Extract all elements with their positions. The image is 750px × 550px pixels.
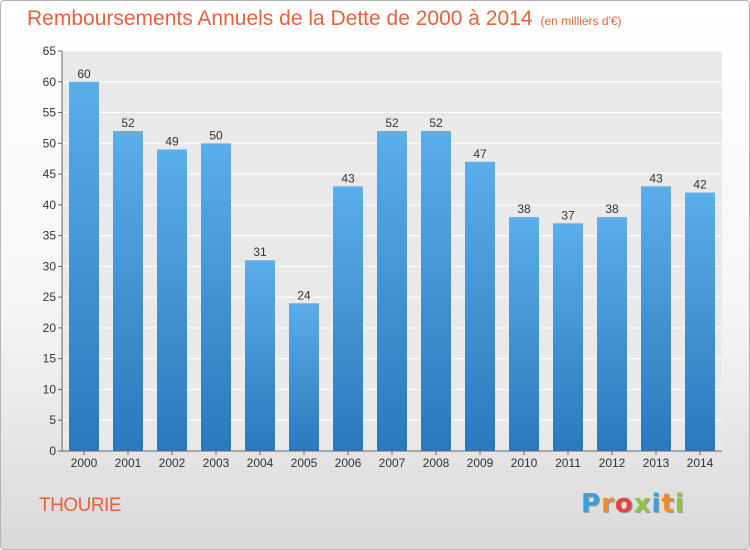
x-tick-label: 2011 bbox=[555, 456, 581, 470]
y-tick-label: 60 bbox=[43, 75, 57, 89]
bar-value-label: 60 bbox=[77, 67, 91, 81]
x-tick-label: 2000 bbox=[71, 456, 98, 470]
x-tick-label: 2012 bbox=[599, 456, 626, 470]
bar bbox=[201, 143, 231, 452]
bar-value-label: 38 bbox=[517, 202, 531, 216]
x-tick-label: 2008 bbox=[423, 456, 450, 470]
bar bbox=[157, 149, 187, 451]
bar-value-label: 52 bbox=[429, 116, 443, 130]
bar-value-label: 52 bbox=[385, 116, 399, 130]
logo-letter: t bbox=[661, 489, 675, 519]
y-tick-label: 15 bbox=[43, 352, 57, 366]
x-tick-label: 2009 bbox=[467, 456, 494, 470]
bar-value-label: 24 bbox=[297, 288, 311, 302]
logo-letter: i bbox=[651, 489, 662, 519]
x-tick-label: 2013 bbox=[643, 456, 670, 470]
chart-title-unit: (en milliers d'€) bbox=[540, 14, 622, 28]
y-tick-label: 20 bbox=[43, 321, 57, 335]
y-axis: 0 5 10 15 20 25 30 35 40 45 50 55 60 65 bbox=[43, 44, 63, 458]
x-tick-label: 2005 bbox=[291, 456, 318, 470]
logo-letter: i bbox=[674, 489, 685, 519]
y-tick-label: 45 bbox=[43, 167, 57, 181]
x-tick-label: 2010 bbox=[511, 456, 538, 470]
x-tick-label: 2007 bbox=[379, 456, 406, 470]
bar bbox=[553, 223, 583, 451]
x-tick-label: 2006 bbox=[335, 456, 362, 470]
logo-letter: o bbox=[614, 489, 634, 519]
logo-letter: r bbox=[601, 489, 615, 519]
bar bbox=[333, 186, 363, 451]
y-tick-label: 50 bbox=[43, 136, 57, 150]
chart-title: Remboursements Annuels de la Dette de 20… bbox=[27, 7, 622, 31]
city-name: THOURIE bbox=[39, 495, 122, 516]
bar-value-label: 43 bbox=[649, 171, 663, 185]
x-axis: 2000 2001 2002 2003 2004 2005 2006 2007 2008 2009… bbox=[62, 450, 722, 470]
bar-value-label: 38 bbox=[605, 202, 619, 216]
y-tick-label: 55 bbox=[43, 106, 57, 120]
bar bbox=[289, 303, 319, 451]
chart-title-main: Remboursements Annuels de la Dette de 20… bbox=[27, 7, 533, 30]
y-tick-label: 35 bbox=[43, 229, 57, 243]
y-tick-label: 5 bbox=[49, 413, 56, 427]
bar bbox=[69, 81, 99, 452]
logo-letter: P bbox=[581, 489, 602, 519]
bar-value-label: 52 bbox=[121, 116, 135, 130]
x-tick-label: 2002 bbox=[159, 456, 186, 470]
bar-value-label: 43 bbox=[341, 171, 355, 185]
bar-value-label: 50 bbox=[209, 128, 223, 142]
bar bbox=[113, 131, 143, 451]
logo-letter: x bbox=[633, 489, 652, 519]
x-tick-label: 2001 bbox=[115, 456, 142, 470]
y-tick-label: 25 bbox=[43, 290, 57, 304]
bar bbox=[465, 161, 495, 451]
bar bbox=[245, 260, 275, 451]
bar-value-label: 37 bbox=[561, 208, 575, 222]
x-tick-label: 2014 bbox=[687, 456, 714, 470]
y-tick-label: 40 bbox=[43, 198, 57, 212]
y-tick-label: 65 bbox=[43, 44, 57, 58]
bar bbox=[377, 131, 407, 451]
y-tick-label: 30 bbox=[43, 259, 57, 273]
bar-value-label: 42 bbox=[693, 178, 707, 192]
bar bbox=[597, 217, 627, 451]
x-tick-label: 2004 bbox=[247, 456, 274, 470]
bar-value-label: 31 bbox=[253, 245, 267, 259]
y-tick-label: 0 bbox=[49, 444, 56, 458]
bar bbox=[509, 217, 539, 451]
x-tick-label: 2003 bbox=[203, 456, 230, 470]
y-tick-label: 10 bbox=[43, 382, 57, 396]
bars: 60 52 49 50 31 24 43 52 52 47 38 37 38 43 42 bbox=[69, 67, 715, 452]
bar bbox=[641, 186, 671, 451]
bar bbox=[685, 192, 715, 452]
bar-value-label: 47 bbox=[473, 147, 487, 161]
bar-value-label: 49 bbox=[165, 134, 179, 148]
proxiti-logo[interactable]: Proxiti bbox=[581, 489, 685, 519]
bar bbox=[421, 131, 451, 451]
